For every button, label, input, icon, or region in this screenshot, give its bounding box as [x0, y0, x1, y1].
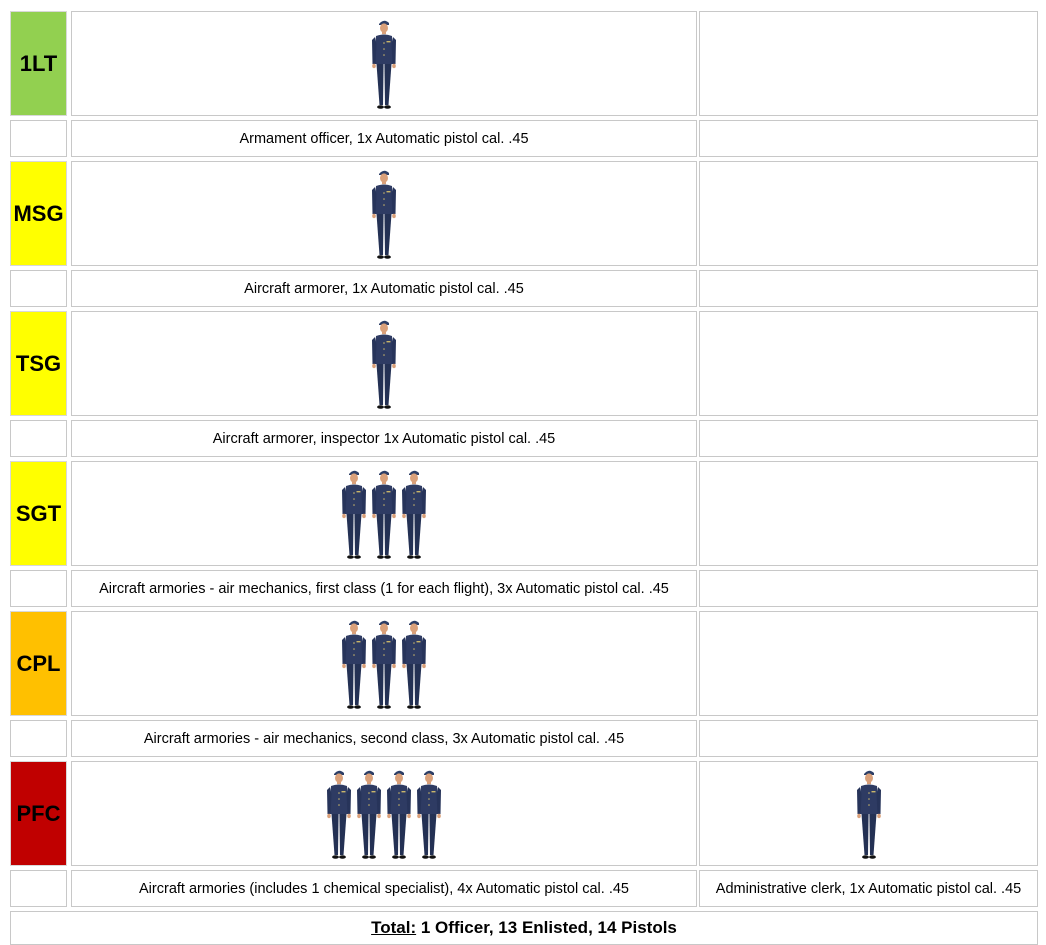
side-description-cell: [699, 720, 1038, 757]
figures-cell: [71, 611, 697, 716]
description-cell: Aircraft armorer, inspector 1x Automatic…: [71, 420, 697, 457]
airman-uniform-icon: [341, 466, 367, 561]
empty-rank-cell: [10, 870, 67, 907]
description-text: Aircraft armories (includes 1 chemical s…: [139, 880, 629, 897]
side-description-cell: Administrative clerk, 1x Automatic pisto…: [699, 870, 1038, 907]
figure-group: [371, 16, 397, 111]
rank-label: SGT: [15, 500, 62, 526]
side-description-cell: [699, 120, 1038, 157]
description-text: Aircraft armories - air mechanics, secon…: [143, 730, 625, 747]
description-cell: Aircraft armories - air mechanics, first…: [71, 570, 697, 607]
description-text: Armament officer, 1x Automatic pistol ca…: [239, 130, 529, 147]
figure-group: [371, 166, 397, 261]
empty-rank-cell: [10, 120, 67, 157]
rank-cell-tsg: TSG: [10, 311, 67, 416]
rank-label: CPL: [16, 650, 61, 676]
figures-cell: [71, 161, 697, 266]
description-cell: Aircraft armories - air mechanics, secon…: [71, 720, 697, 757]
side-figures-cell: [699, 611, 1038, 716]
airman-uniform-icon: [401, 616, 427, 711]
side-figures-cell: [699, 461, 1038, 566]
total-row: Total: 1 Officer, 13 Enlisted, 14 Pistol…: [10, 911, 1038, 945]
side-figures-cell: [699, 161, 1038, 266]
figure-group: [341, 616, 427, 711]
description-cell: Aircraft armories (includes 1 chemical s…: [71, 870, 697, 907]
side-description-cell: [699, 570, 1038, 607]
empty-rank-cell: [10, 270, 67, 307]
description-text: Aircraft armories - air mechanics, first…: [99, 580, 669, 597]
figures-cell: [71, 11, 697, 116]
description-cell: Aircraft armorer, 1x Automatic pistol ca…: [71, 270, 697, 307]
airman-uniform-icon: [416, 766, 442, 861]
airman-uniform-icon: [371, 16, 397, 111]
side-description-cell: [699, 420, 1038, 457]
side-figures-cell: [699, 761, 1038, 866]
rank-label: TSG: [15, 350, 62, 376]
total-label: Total:: [371, 918, 417, 937]
rank-cell-pfc: PFC: [10, 761, 67, 866]
figures-cell: [71, 311, 697, 416]
description-text: Aircraft armorer, inspector 1x Automatic…: [212, 430, 556, 447]
airman-uniform-icon: [356, 766, 382, 861]
airman-uniform-icon: [326, 766, 352, 861]
description-cell: Armament officer, 1x Automatic pistol ca…: [71, 120, 697, 157]
rank-cell-sgt: SGT: [10, 461, 67, 566]
side-description-text: Administrative clerk, 1x Automatic pisto…: [715, 880, 1022, 897]
figure-group: [856, 766, 882, 861]
figures-cell: [71, 761, 697, 866]
side-figures-cell: [699, 11, 1038, 116]
rank-cell-msg: MSG: [10, 161, 67, 266]
airman-uniform-icon: [856, 766, 882, 861]
airman-uniform-icon: [371, 466, 397, 561]
rank-label: MSG: [13, 200, 64, 226]
airman-uniform-icon: [386, 766, 412, 861]
figure-group: [341, 466, 427, 561]
rank-label: PFC: [16, 800, 61, 826]
airman-uniform-icon: [341, 616, 367, 711]
empty-rank-cell: [10, 420, 67, 457]
airman-uniform-icon: [371, 616, 397, 711]
empty-rank-cell: [10, 720, 67, 757]
figure-group: [371, 316, 397, 411]
total-text: 1 Officer, 13 Enlisted, 14 Pistols: [416, 918, 677, 937]
airman-uniform-icon: [371, 316, 397, 411]
rank-cell-cpl: CPL: [10, 611, 67, 716]
rank-cell-1lt: 1LT: [10, 11, 67, 116]
figures-cell: [71, 461, 697, 566]
figure-group: [326, 766, 442, 861]
side-description-cell: [699, 270, 1038, 307]
rank-label: 1LT: [19, 50, 58, 76]
airman-uniform-icon: [371, 166, 397, 261]
empty-rank-cell: [10, 570, 67, 607]
airman-uniform-icon: [401, 466, 427, 561]
side-figures-cell: [699, 311, 1038, 416]
description-text: Aircraft armorer, 1x Automatic pistol ca…: [244, 280, 524, 297]
